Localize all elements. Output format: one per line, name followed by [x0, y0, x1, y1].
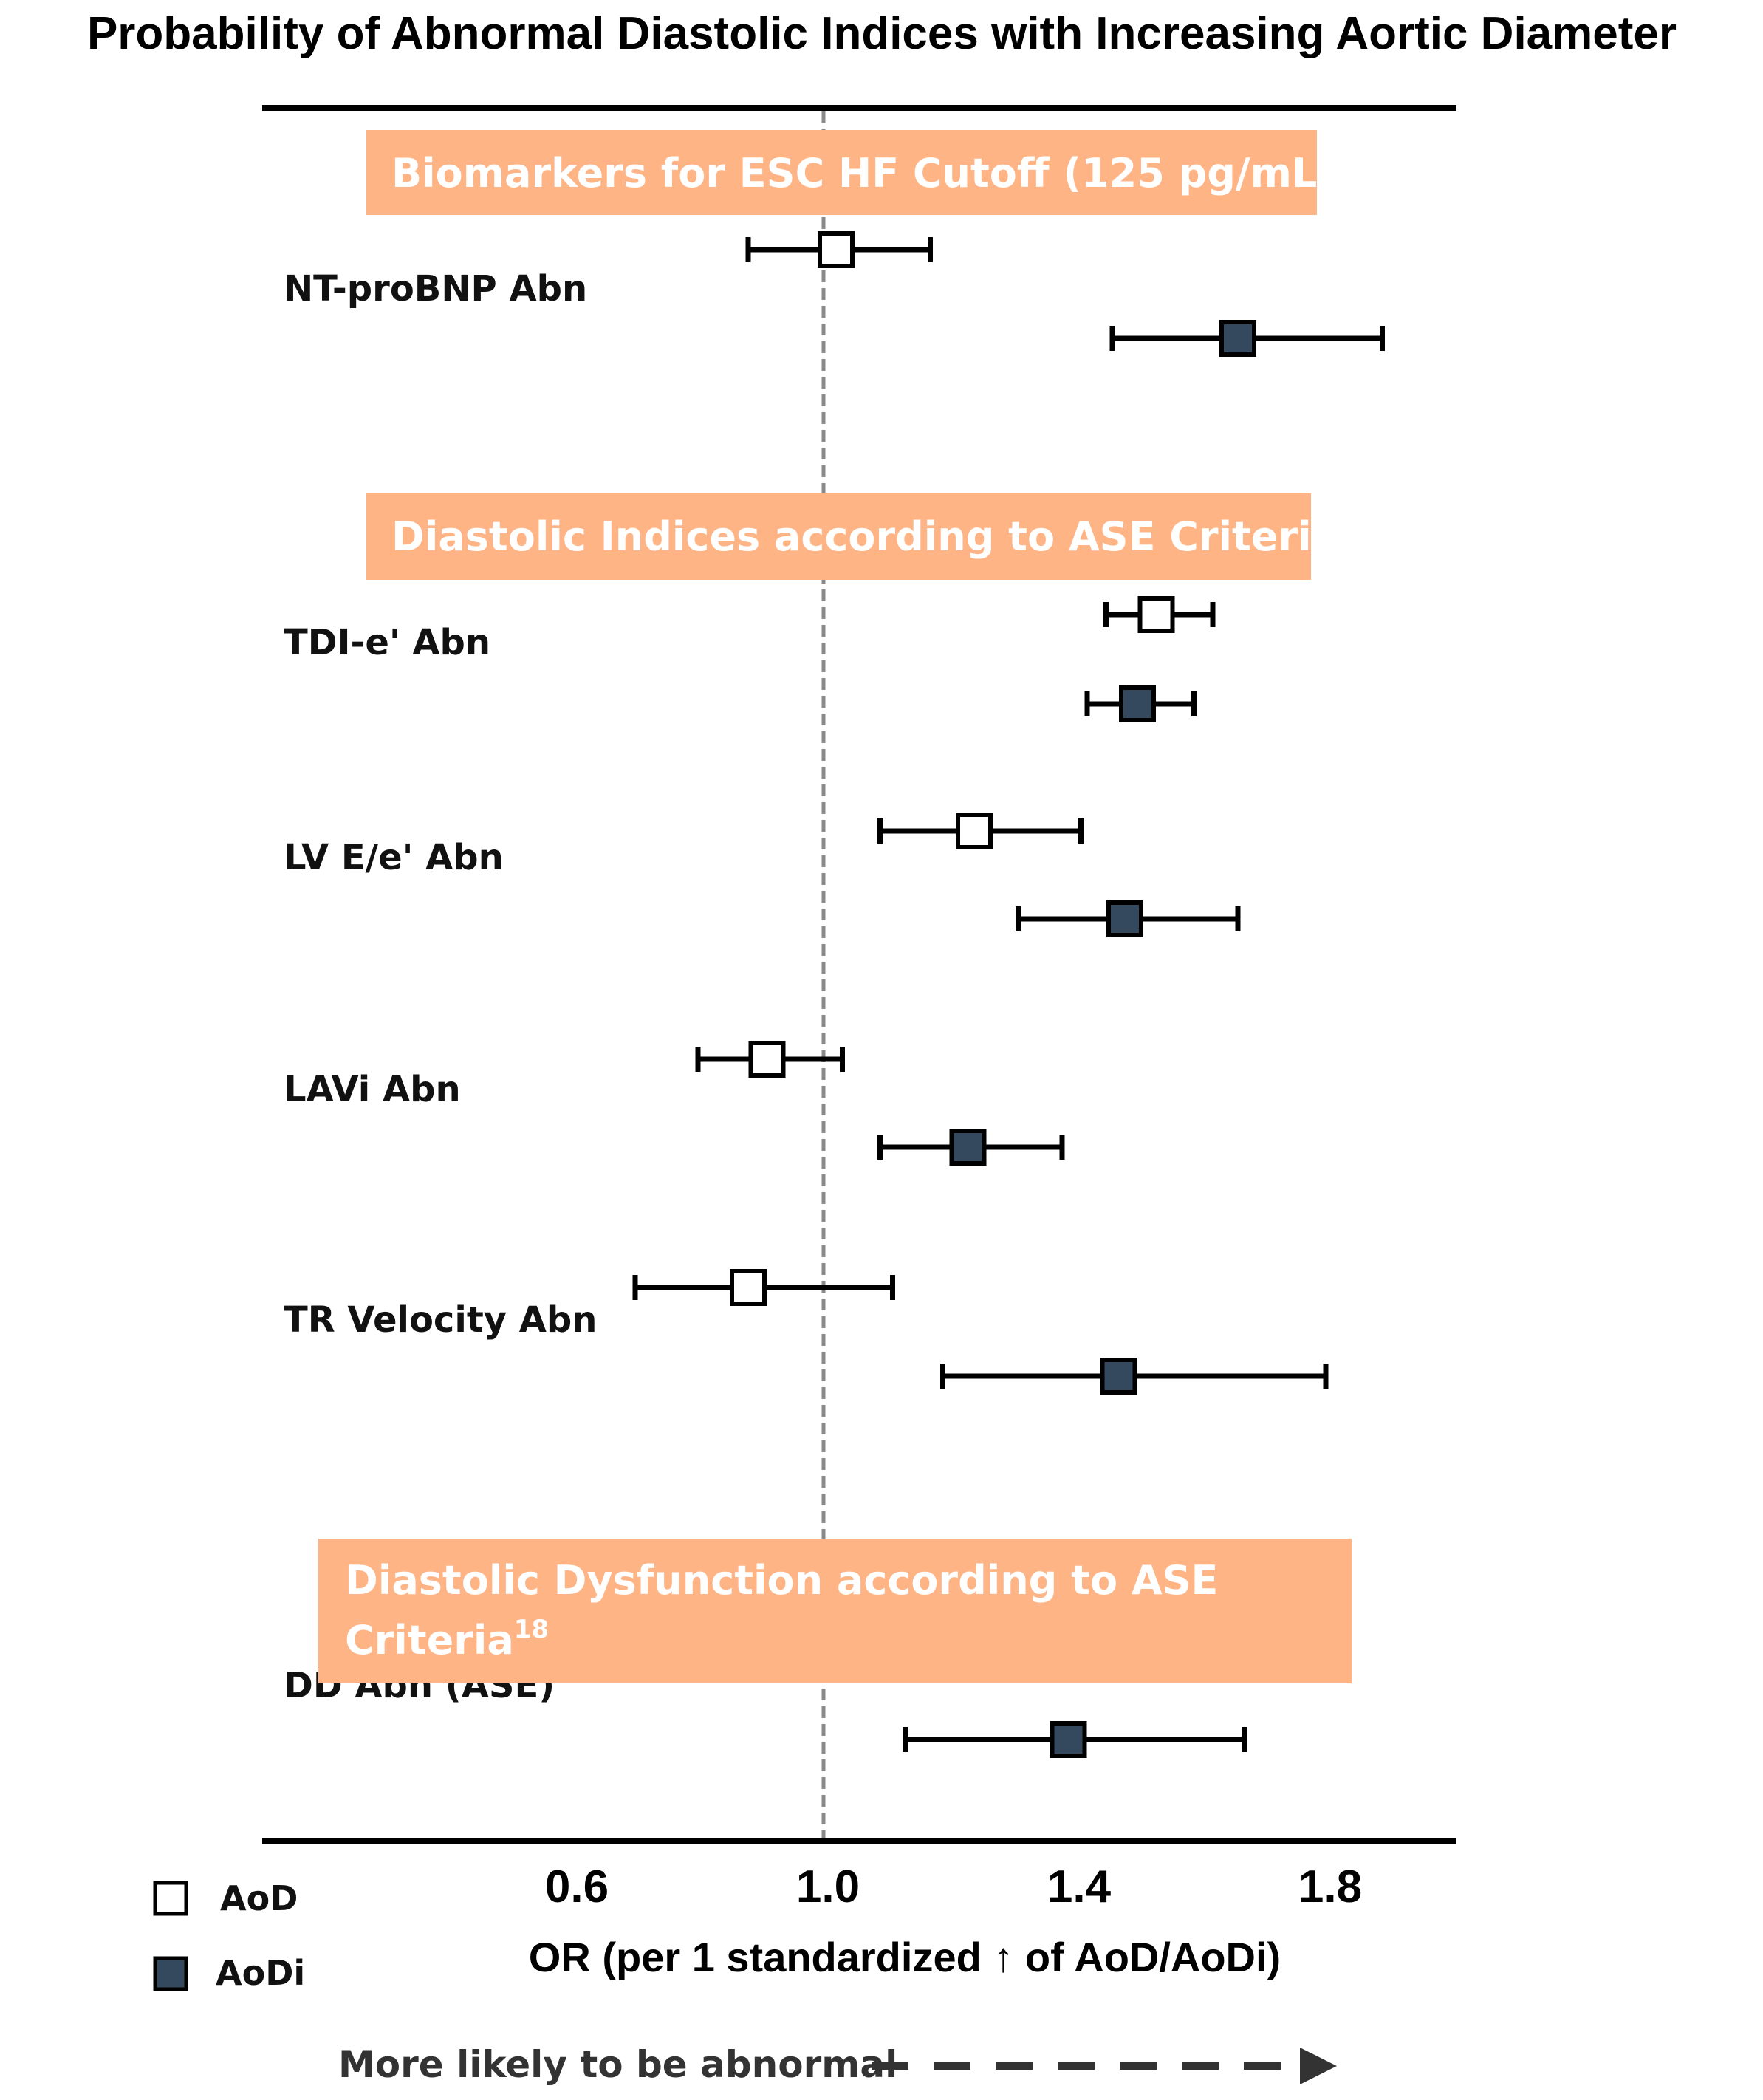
x-tick-label: 1.4: [1047, 1861, 1112, 1912]
section-banner-superscript: 18: [514, 1615, 549, 1644]
estimate-aodi: [1109, 320, 1385, 357]
point-estimate-aodi: [1100, 1358, 1137, 1395]
row-labels: NT-proBNP Abn TDI-e' Abn LV E/e' Abn LAV…: [284, 268, 597, 1706]
x-tick-label: 1.0: [796, 1861, 860, 1912]
x-tick-label: 0.6: [545, 1861, 609, 1912]
estimate-aod: [1103, 596, 1216, 633]
point-estimate-aod: [818, 231, 855, 268]
point-estimate-aodi: [1119, 685, 1156, 722]
point-estimate-aodi: [1106, 900, 1143, 937]
section-banner-box: [318, 1539, 1352, 1683]
chart-title: Probability of Abnormal Diastolic Indice…: [87, 8, 1677, 59]
estimate-aod: [877, 813, 1084, 849]
row-label: NT-proBNP Abn: [284, 268, 587, 309]
row-label: TR Velocity Abn: [284, 1299, 597, 1341]
estimate-aod: [695, 1041, 845, 1078]
x-tick-label: 1.8: [1298, 1861, 1362, 1912]
point-estimate-aod: [956, 813, 993, 849]
point-estimate-aodi: [949, 1129, 987, 1166]
section-banner-superscript: 18: [1338, 511, 1373, 541]
section-banner-title: Diastolic Indices according to ASE Crite…: [391, 511, 1373, 560]
section-banner-title: Biomarkers for ESC HF Cutoff (125 pg/mL)…: [391, 148, 1370, 196]
legend-label-aod: AoD: [220, 1878, 298, 1918]
section-banner-text: Biomarkers for ESC HF Cutoff (125 pg/mL): [391, 150, 1335, 196]
legend-swatch-aod: [153, 1881, 188, 1916]
row-label: LV E/e' Abn: [284, 837, 504, 878]
point-estimate-aodi: [1219, 320, 1256, 357]
row-label: TDI-e' Abn: [284, 622, 490, 663]
estimate-aod: [632, 1269, 895, 1306]
x-axis-label: OR (per 1 standardized ↑ of AoD/AoDi): [529, 1934, 1281, 1980]
point-estimate-aodi: [1050, 1721, 1087, 1758]
section-banner-title: Criteria18: [345, 1615, 549, 1663]
section-banner-box: [366, 493, 1311, 580]
point-estimate-aod: [748, 1041, 786, 1078]
legend-swatch-aodi: [153, 1956, 188, 1991]
section-banner-biomarkers: Biomarkers for ESC HF Cutoff (125 pg/mL)…: [366, 130, 1370, 215]
estimate-aodi: [1084, 685, 1197, 722]
legend-label-aodi: AoDi: [216, 1953, 305, 1993]
x-tick-labels: 0.6 1.0 1.4 1.8: [545, 1861, 1362, 1912]
estimate-aodi: [877, 1129, 1065, 1166]
point-estimate-aod: [730, 1269, 767, 1306]
estimate-aod: [745, 231, 933, 268]
row-label: LAVi Abn: [284, 1069, 461, 1110]
estimate-marks: [632, 231, 1385, 1758]
estimate-aodi: [940, 1358, 1329, 1395]
estimate-aodi: [1016, 900, 1241, 937]
section-banner-text: Criteria: [345, 1617, 514, 1663]
section-banner-diastolic-indices: Diastolic Indices according to ASE Crite…: [366, 493, 1373, 580]
estimate-aodi: [903, 1721, 1247, 1758]
section-banner-text: Diastolic Indices according to ASE Crite…: [391, 513, 1338, 560]
legend: AoD AoDi: [153, 1878, 305, 1993]
section-banner-superscript: 19: [1335, 148, 1370, 177]
section-banner-box: [366, 130, 1317, 215]
direction-note: More likely to be abnormal: [338, 2043, 897, 2086]
point-estimate-aod: [1137, 596, 1175, 633]
section-banner-diastolic-dysfunction: Diastolic Dysfunction according to ASE C…: [318, 1539, 1352, 1683]
section-banner-title: Diastolic Dysfunction according to ASE: [345, 1557, 1218, 1604]
